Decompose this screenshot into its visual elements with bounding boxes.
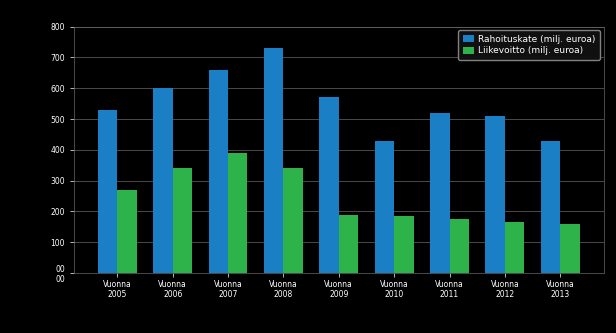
Legend: Rahoituskate (milj. euroa), Liikevoitto (milj. euroa): Rahoituskate (milj. euroa), Liikevoitto … xyxy=(458,30,600,60)
Bar xyxy=(430,113,450,273)
Bar xyxy=(118,190,137,273)
Bar xyxy=(172,168,192,273)
Bar xyxy=(541,141,560,273)
Bar xyxy=(320,98,339,273)
Bar xyxy=(339,214,358,273)
Bar xyxy=(283,168,303,273)
Bar xyxy=(505,222,524,273)
Bar xyxy=(153,88,172,273)
Bar xyxy=(450,219,469,273)
Bar xyxy=(209,70,228,273)
Bar xyxy=(228,153,248,273)
Bar xyxy=(560,224,580,273)
Bar xyxy=(264,48,283,273)
Bar xyxy=(375,141,394,273)
Bar xyxy=(485,116,505,273)
Bar xyxy=(394,216,413,273)
Bar xyxy=(98,110,118,273)
